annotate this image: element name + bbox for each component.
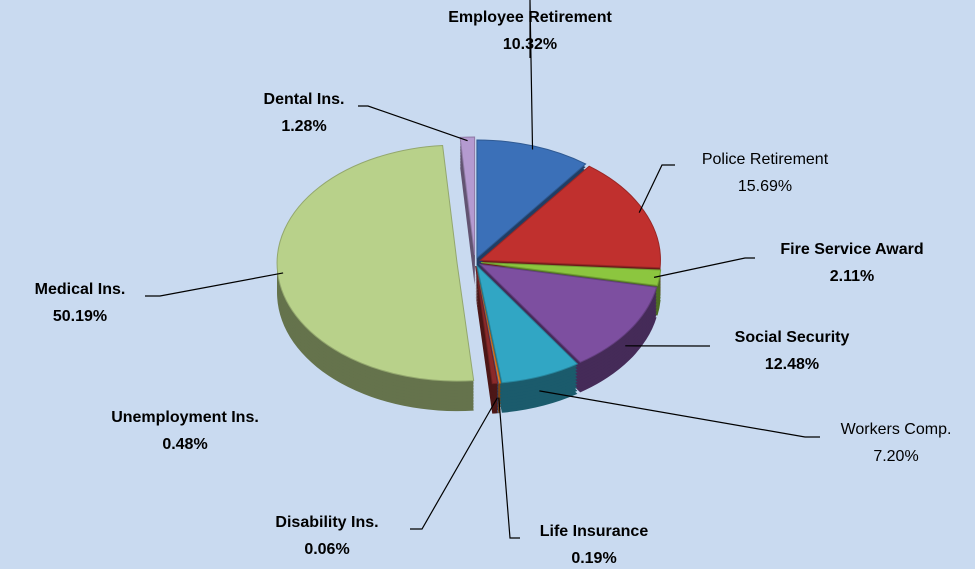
slice-label: Dental Ins. [264,91,345,108]
slice-value-label: 0.48% [162,436,207,453]
leader-line [539,390,820,438]
slice-label: Social Security [735,329,850,346]
slice [276,144,475,382]
slice [475,266,499,385]
slice [459,136,476,256]
slice-value-label: 0.06% [304,541,349,558]
slice-label: Fire Service Award [780,241,923,258]
slice-label: Medical Ins. [35,281,126,298]
slice [478,263,658,363]
leader-line [410,397,498,530]
slice [476,264,579,384]
slice-label: Employee Retirement [448,9,612,26]
slice-value-label: 0.19% [571,550,616,567]
slice-value-label: 50.19% [53,308,107,325]
slice-label: Police Retirement [702,151,829,168]
leader-line [638,164,675,213]
slice-value-label: 12.48% [765,356,819,373]
slice-label: Disability Ins. [275,514,378,531]
slice-label: Life Insurance [540,523,649,540]
slice-value-label: 7.20% [873,448,918,465]
slice-label: Workers Comp. [841,421,952,438]
slice-value-label: 15.69% [738,178,792,195]
slice [476,139,587,260]
slice [479,165,661,269]
leader-line [358,105,468,142]
slice-value-label: 10.32% [503,36,557,53]
leader-line [498,397,520,539]
leader-line [529,0,534,150]
leader-line [653,257,755,278]
slice-value-label: 1.28% [281,118,326,135]
slice-value-label: 2.11% [830,268,874,285]
leader-line [145,272,284,297]
slice [480,262,662,287]
slice-label: Unemployment Ins. [111,409,259,426]
